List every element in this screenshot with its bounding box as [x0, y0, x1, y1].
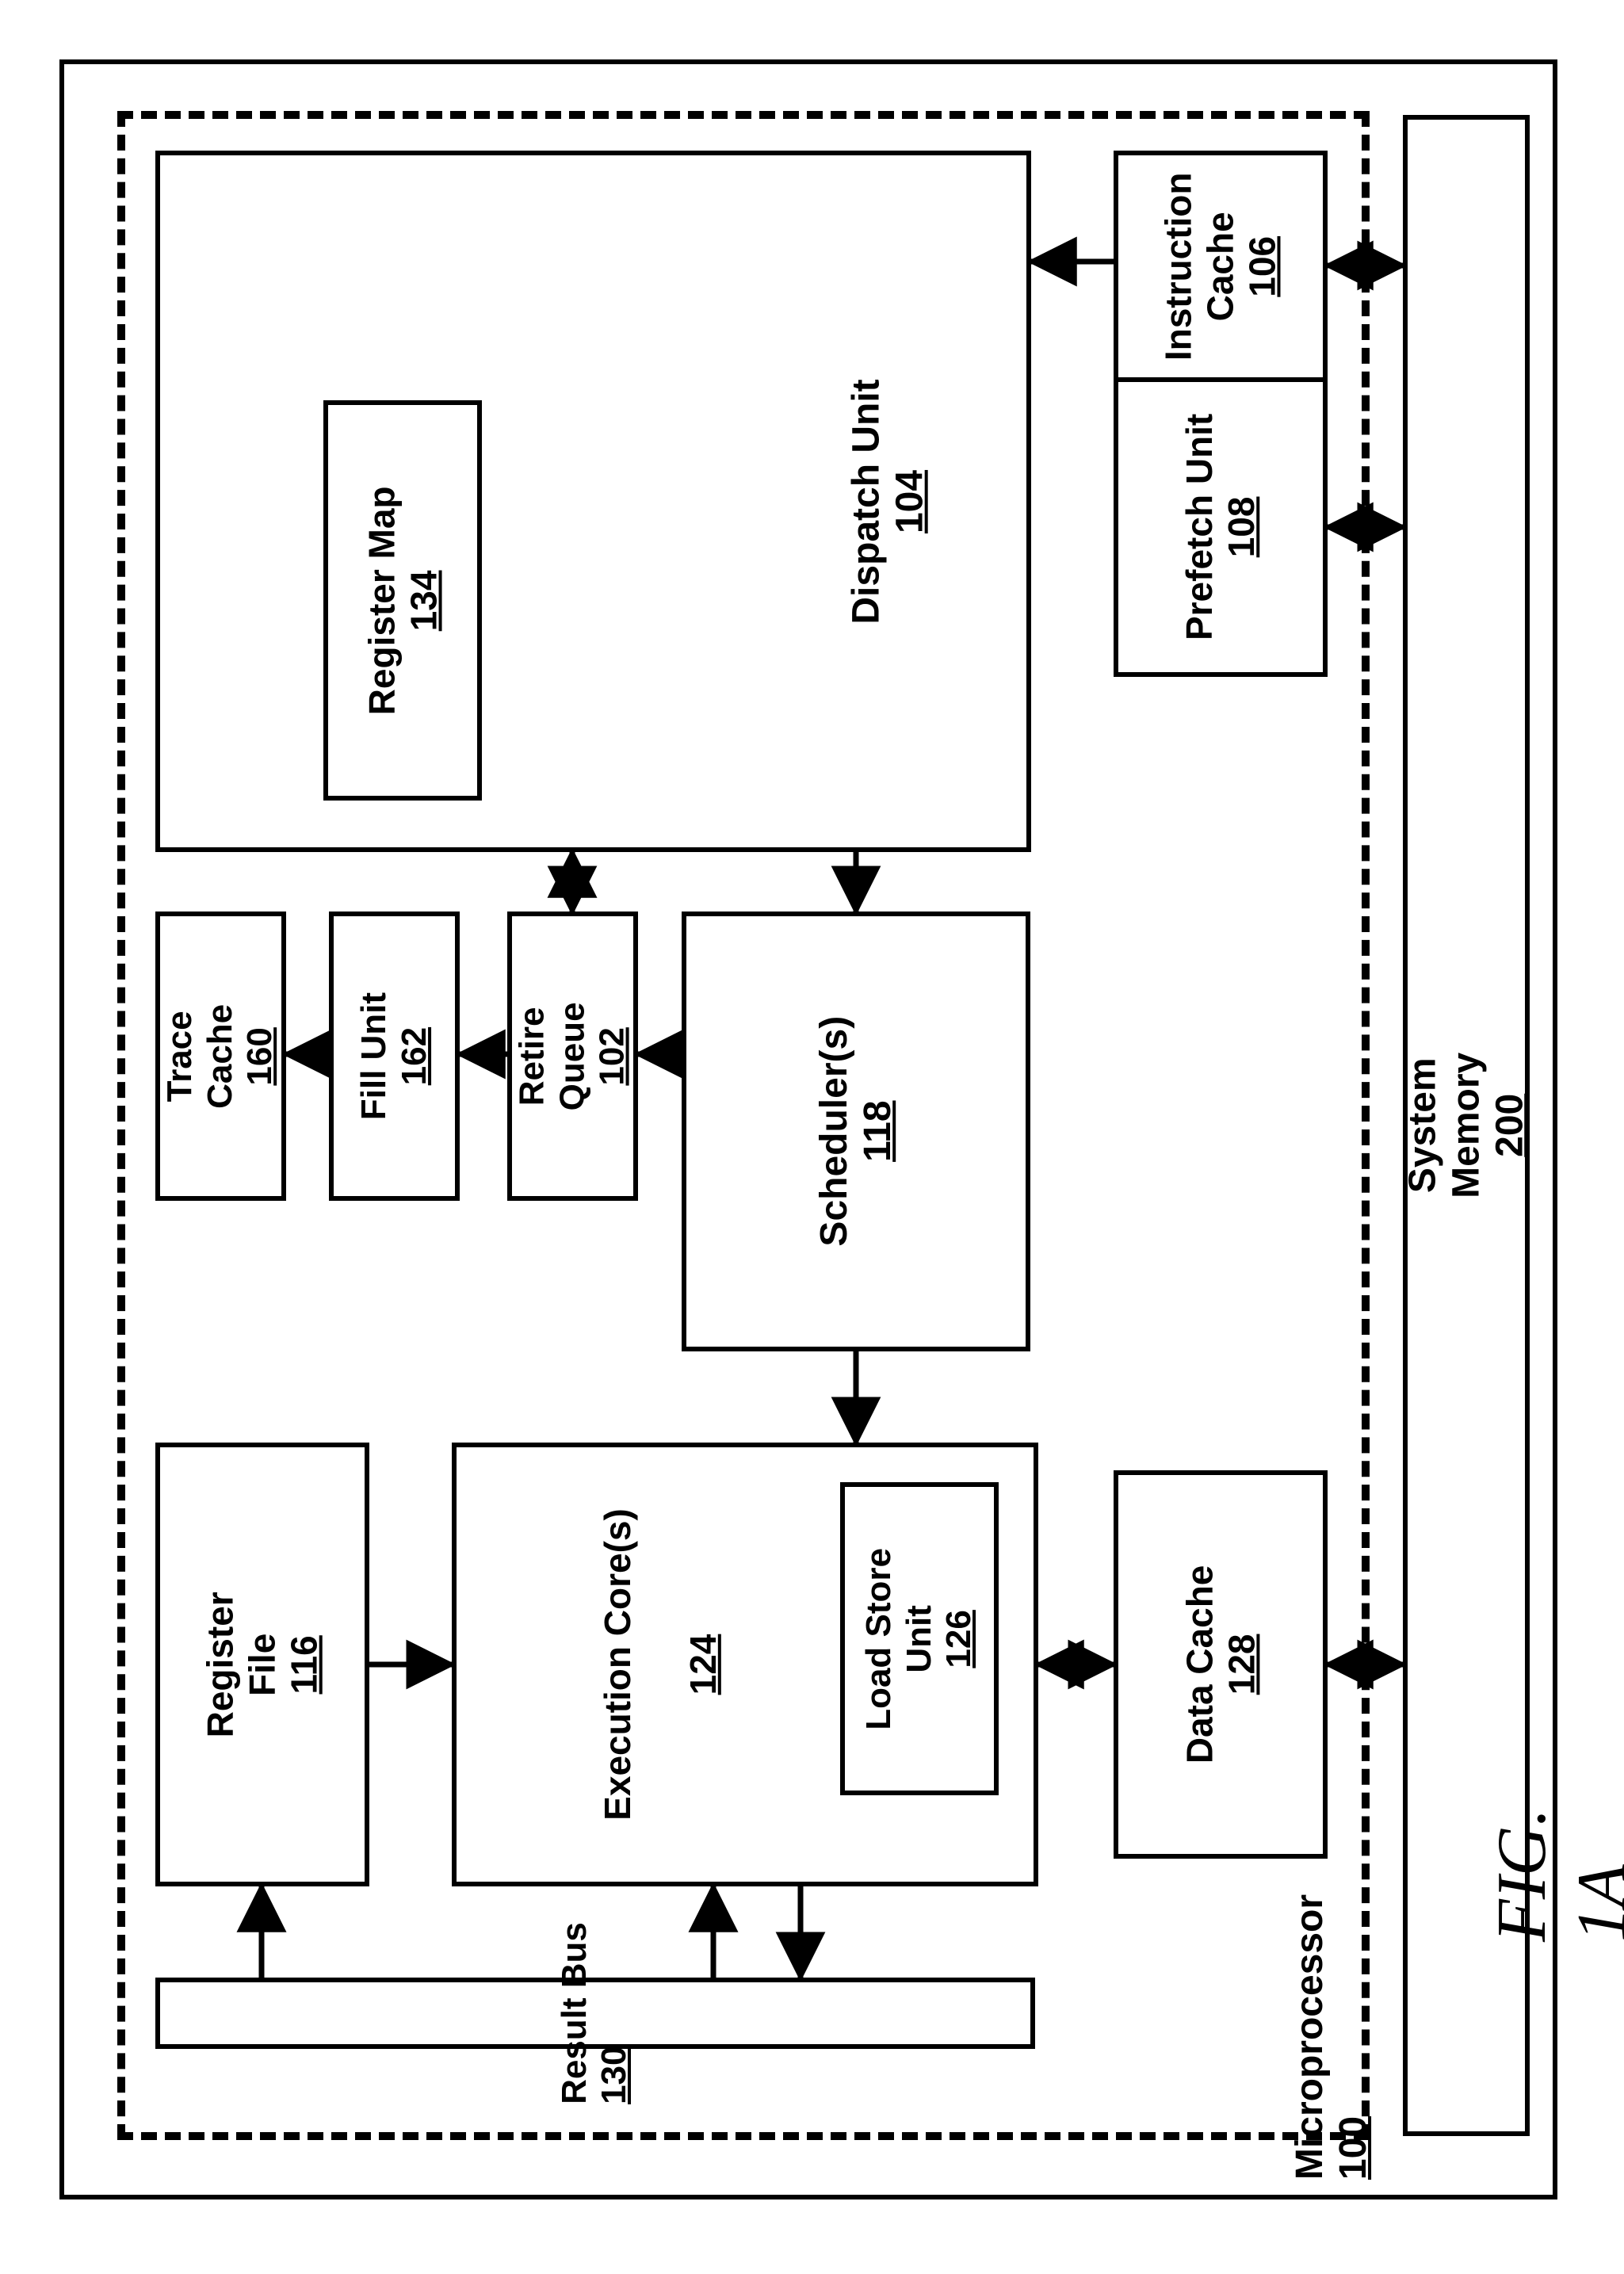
load-store-unit-num: 126: [939, 1548, 980, 1730]
execution-core-num: 124: [682, 1508, 724, 1821]
trace-cache-num: 160: [241, 1003, 281, 1108]
microprocessor-caption: Microprocessor 100: [1284, 1894, 1379, 2180]
load-store-unit-label: Load StoreUnit: [859, 1548, 939, 1730]
instruction-cache-box: InstructionCache 106: [1114, 151, 1328, 382]
register-file-num: 116: [283, 1592, 325, 1737]
scheduler-box: Scheduler(s) 118: [682, 912, 1030, 1351]
data-cache-num: 128: [1221, 1565, 1263, 1764]
data-cache-box: Data Cache 128: [1114, 1470, 1328, 1859]
register-file-box: RegisterFile 116: [155, 1443, 369, 1886]
instruction-cache-label: InstructionCache: [1158, 172, 1242, 361]
register-map-label: Register Map: [361, 486, 403, 715]
prefetch-unit-label: Prefetch Unit: [1179, 414, 1221, 640]
result-bus-label: Result Bus: [555, 1922, 594, 2104]
dispatch-unit-num: 104: [888, 379, 931, 624]
retire-queue-label: RetireQueue: [513, 1002, 593, 1110]
result-bus-num: 130: [594, 1922, 634, 2104]
prefetch-unit-box: Prefetch Unit 108: [1114, 377, 1328, 677]
data-cache-label: Data Cache: [1179, 1565, 1221, 1764]
fill-unit-box: Fill Unit 162: [329, 912, 460, 1201]
figure-caption: FIG. 1A: [1482, 1800, 1624, 1942]
dispatch-unit-box: Dispatch Unit 104: [155, 151, 1031, 852]
prefetch-unit-num: 108: [1221, 414, 1263, 640]
register-map-num: 134: [403, 486, 445, 715]
fill-unit-num: 162: [395, 992, 435, 1120]
register-map-box: Register Map 134: [323, 400, 482, 801]
trace-cache-label: TraceCache: [161, 1003, 241, 1108]
trace-cache-box: TraceCache 160: [155, 912, 286, 1201]
load-store-unit-box: Load StoreUnit 126: [840, 1482, 999, 1795]
system-memory-label: SystemMemory: [1400, 1053, 1488, 1198]
retire-queue-box: RetireQueue 102: [507, 912, 638, 1201]
register-file-label: RegisterFile: [200, 1592, 284, 1737]
instruction-cache-num: 106: [1241, 172, 1283, 361]
scheduler-num: 118: [856, 1016, 900, 1247]
dispatch-unit-label: Dispatch Unit: [844, 379, 888, 624]
execution-core-label: Execution Core(s): [596, 1508, 639, 1821]
system-memory-num: 200: [1488, 1053, 1532, 1198]
fill-unit-label: Fill Unit: [354, 992, 395, 1120]
microprocessor-num: 100: [1332, 1894, 1375, 2180]
scheduler-label: Scheduler(s): [812, 1016, 856, 1247]
retire-queue-num: 102: [593, 1002, 633, 1110]
result-bus-label-wrap: Result Bus 130: [507, 1982, 682, 2045]
microprocessor-label: Microprocessor: [1288, 1894, 1332, 2180]
